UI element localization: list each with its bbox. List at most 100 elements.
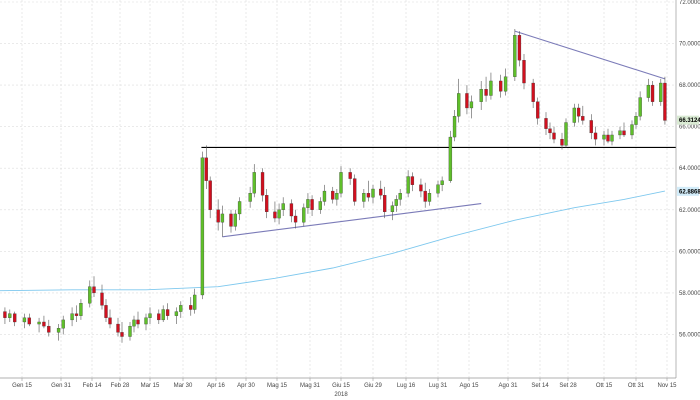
candle-body (499, 80, 503, 92)
candle-body (42, 321, 46, 327)
candle-body (260, 172, 265, 196)
candle-body (517, 35, 522, 61)
candle-down (47, 319, 51, 337)
candle-down (536, 97, 540, 125)
grid-layer (0, 0, 676, 378)
candle-up (248, 186, 252, 208)
candle-body (610, 134, 614, 142)
candle-body (70, 313, 74, 321)
candle-up (335, 189, 339, 206)
candle-down (552, 126, 556, 144)
candle-body (306, 199, 310, 208)
candle-body (273, 211, 277, 219)
y-tick-label: 72.0000 (679, 0, 700, 6)
candle-body (646, 84, 651, 98)
candle-body (322, 190, 327, 202)
candle-down (310, 195, 314, 217)
trendline-layer (222, 30, 666, 238)
candle-body (348, 172, 352, 179)
candle-body (489, 80, 493, 96)
candle-up (237, 197, 242, 221)
candle-body (220, 213, 225, 223)
candle-body (79, 303, 83, 316)
candle-body (179, 305, 183, 312)
candle-down (544, 112, 548, 135)
candle-up (8, 309, 12, 322)
candle-body (427, 193, 432, 202)
candle-up (56, 324, 61, 341)
candle-up (161, 305, 165, 322)
candle-up (448, 130, 453, 183)
x-tick-label: Apr 16 (207, 383, 225, 389)
candle-down (3, 307, 7, 325)
candle-up (618, 126, 622, 140)
candle-body (484, 89, 488, 96)
candle-body (371, 188, 375, 198)
moving-average-line (0, 190, 665, 292)
candle-up (174, 307, 179, 325)
candle-down (366, 180, 371, 202)
candle-body (398, 193, 402, 200)
candle-up (469, 95, 474, 119)
trendline (514, 30, 666, 80)
candle-body (630, 124, 634, 136)
candle-down (650, 80, 655, 106)
candle-up (306, 193, 310, 214)
candle-body (531, 82, 535, 102)
candle-down (208, 176, 212, 219)
candle-body (663, 82, 667, 121)
candle-body (548, 128, 552, 134)
candle-body (536, 101, 540, 119)
x-tick-label: Gen 15 (12, 383, 32, 389)
candle-down (348, 168, 352, 185)
candle-body (331, 190, 335, 200)
candle-up (192, 288, 197, 314)
candle-down (589, 114, 593, 140)
candle-body (248, 193, 252, 202)
candle-body (339, 172, 343, 194)
candle-body (281, 203, 285, 210)
candle-body (56, 328, 61, 333)
candle-body (204, 157, 208, 181)
year-label: 2018 (334, 392, 348, 398)
candle-body (366, 193, 371, 198)
candle-down (576, 103, 581, 123)
candle-down (410, 172, 415, 192)
candle-down (663, 76, 667, 125)
candle-body (564, 122, 568, 146)
x-tick-label: Lug 16 (397, 383, 416, 389)
candle-body (37, 321, 41, 325)
candle-body (104, 305, 108, 318)
candle-down (622, 122, 626, 138)
candle-up (70, 307, 74, 327)
candle-body (174, 311, 179, 316)
trendline (222, 202, 482, 238)
candle-body (552, 132, 556, 140)
y-tick-label: 58.0000 (679, 291, 700, 297)
candle-up (427, 189, 432, 206)
last-price-tag: 66.3124 (677, 115, 700, 125)
candle-down (382, 186, 387, 219)
candle-down (265, 189, 269, 219)
x-tick-label: Mag 31 (300, 383, 321, 389)
candle-up (144, 313, 148, 331)
candle-body (423, 190, 427, 202)
candle-body (593, 132, 598, 140)
candle-down (517, 31, 522, 67)
candle-up (406, 170, 410, 198)
candle-up (602, 130, 606, 146)
candle-body (100, 292, 104, 306)
candle-down (120, 321, 124, 343)
candle-up (436, 180, 440, 198)
candle-body (606, 134, 610, 142)
candle-up (646, 78, 651, 102)
candle-body (513, 35, 517, 77)
candle-body (289, 203, 294, 217)
candle-body (88, 286, 92, 304)
x-tick-label: Feb 14 (83, 383, 102, 389)
candle-up (489, 72, 493, 100)
candle-up (132, 315, 136, 333)
candle-up (634, 112, 638, 129)
candle-body (353, 178, 357, 202)
